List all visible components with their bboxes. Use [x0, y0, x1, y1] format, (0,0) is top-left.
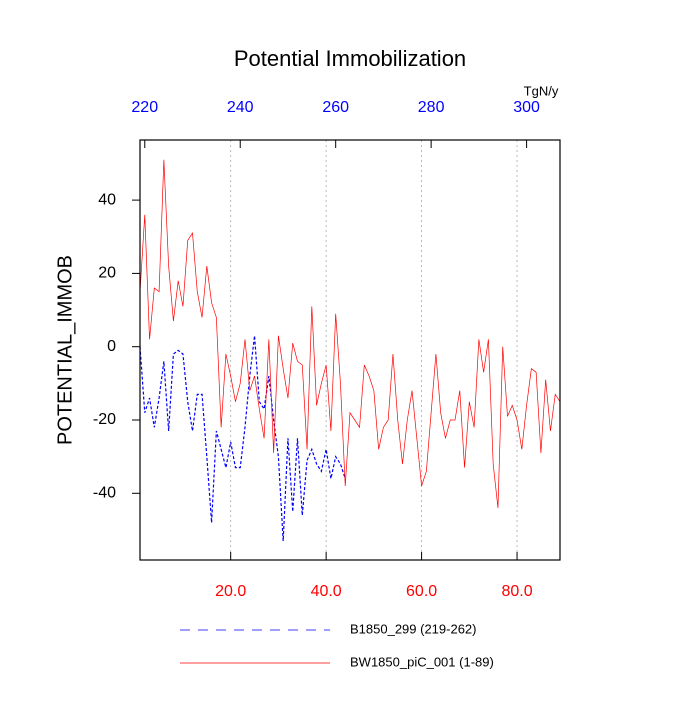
y-tick-label: -40 — [93, 485, 116, 502]
y-tick-label: 0 — [107, 338, 116, 355]
legend-label: BW1850_piC_001 (1-89) — [350, 654, 494, 669]
x2-tick-label: 240 — [227, 99, 254, 116]
y-tick-label: -20 — [93, 411, 116, 428]
y-tick-label: 20 — [98, 265, 116, 282]
x-tick-label: 60.0 — [406, 583, 437, 600]
x2-tick-label: 260 — [322, 99, 349, 116]
x-tick-label: 20.0 — [215, 583, 246, 600]
x2-tick-label: 280 — [418, 99, 445, 116]
x-tick-label: 40.0 — [311, 583, 342, 600]
y-tick-label: 40 — [98, 191, 116, 208]
x2-tick-label: 220 — [131, 99, 158, 116]
data-line — [139, 159, 561, 508]
x-tick-label: 80.0 — [501, 583, 532, 600]
data-line — [139, 335, 346, 541]
y-axis-label: POTENTIAL_IMMOB — [54, 255, 76, 445]
x2-tick-label: 300 — [513, 99, 540, 116]
legend-label: B1850_299 (219-262) — [350, 621, 477, 636]
plot-frame — [139, 139, 561, 561]
x2-axis-label: TgN/y — [524, 83, 559, 98]
chart-title: Potential Immobilization — [234, 46, 466, 71]
